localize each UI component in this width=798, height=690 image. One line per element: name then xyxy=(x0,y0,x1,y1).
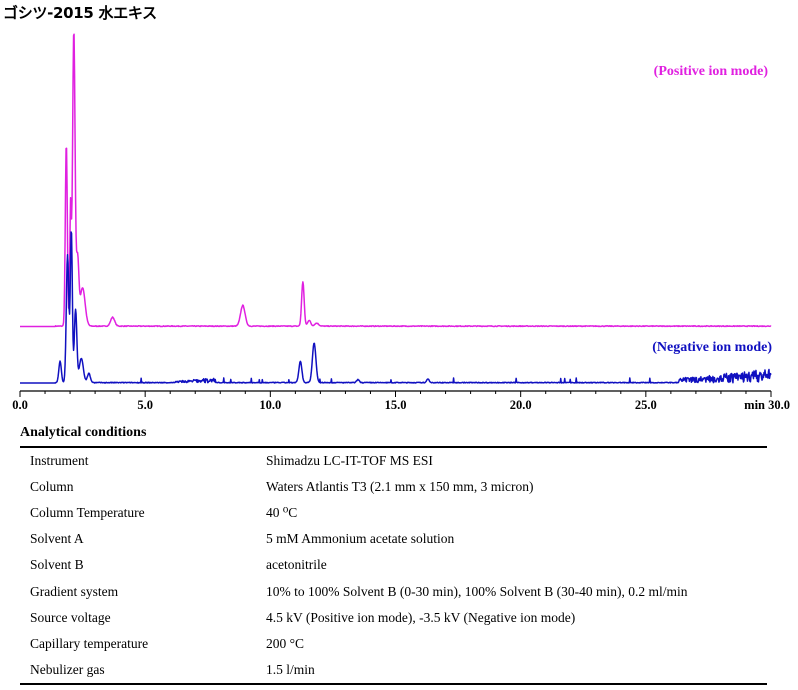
condition-value: Shimadzu LC-IT-TOF MS ESI xyxy=(266,453,433,469)
condition-label: Column Temperature xyxy=(30,505,145,521)
condition-value: 5 mM Ammonium acetate solution xyxy=(266,531,455,547)
condition-row: Nebulizer gas 1.5 l/min xyxy=(20,657,767,684)
legend-positive-ion-mode: (Positive ion mode) xyxy=(654,64,769,79)
legend-negative-ion-mode: (Negative ion mode) xyxy=(652,340,772,355)
negative-ion-trace xyxy=(19,231,772,384)
condition-value: 40 ⁰C xyxy=(266,505,298,521)
x-axis-ticks: 0.0 5.0 10.0 15.0 20.0 25.0 min 30.0 xyxy=(12,391,790,412)
condition-label: Instrument xyxy=(30,453,89,469)
x-tick-label: min 30.0 xyxy=(744,398,790,412)
condition-value: Waters Atlantis T3 (2.1 mm x 150 mm, 3 m… xyxy=(266,479,534,495)
condition-row: Column Temperature 40 ⁰C xyxy=(20,500,767,526)
analytical-conditions-heading: Analytical conditions xyxy=(20,425,147,440)
condition-row: Column Waters Atlantis T3 (2.1 mm x 150 m… xyxy=(20,474,767,500)
condition-label: Solvent B xyxy=(30,557,84,573)
condition-value: 1.5 l/min xyxy=(266,661,315,677)
x-tick-label: 15.0 xyxy=(385,398,407,412)
x-tick-label: 25.0 xyxy=(635,398,657,412)
condition-row: Solvent A 5 mM Ammonium acetate solution xyxy=(20,526,767,552)
condition-label: Column xyxy=(30,479,74,495)
condition-row: Solvent B acetonitrile xyxy=(20,552,767,578)
condition-label: Capillary temperature xyxy=(30,635,149,651)
condition-label: Solvent A xyxy=(30,531,84,547)
condition-label: Nebulizer gas xyxy=(30,661,105,677)
condition-label: Source voltage xyxy=(30,609,111,625)
condition-value: acetonitrile xyxy=(266,557,327,573)
x-tick-label: 10.0 xyxy=(259,398,281,412)
condition-value: 200 °C xyxy=(266,635,305,651)
condition-value: 10% to 100% Solvent B (0-30 min), 100% S… xyxy=(266,583,688,599)
analytical-conditions-table: Instrument Shimadzu LC-IT-TOF MS ESI Colum… xyxy=(20,446,767,685)
condition-value: 4.5 kV (Positive ion mode), -3.5 kV (Neg… xyxy=(266,609,576,625)
x-tick-label: 20.0 xyxy=(510,398,532,412)
x-tick-label: 5.0 xyxy=(137,398,153,412)
condition-row: Source voltage 4.5 kV (Positive ion mode)… xyxy=(20,605,767,631)
page-title: ゴシツ-2015 水エキス xyxy=(3,4,157,22)
series-layer xyxy=(19,33,772,384)
condition-row: Instrument Shimadzu LC-IT-TOF MS ESI xyxy=(20,447,767,474)
chromatogram-chart: (Positive ion mode) (Negative ion mode) … xyxy=(12,33,790,412)
condition-row: Capillary temperature 200 °C xyxy=(20,631,767,657)
positive-ion-trace xyxy=(19,33,772,328)
condition-row: Gradient system 10% to 100% Solvent B (0-… xyxy=(20,578,767,604)
x-tick-label: 0.0 xyxy=(12,398,28,412)
condition-label: Gradient system xyxy=(30,583,119,599)
